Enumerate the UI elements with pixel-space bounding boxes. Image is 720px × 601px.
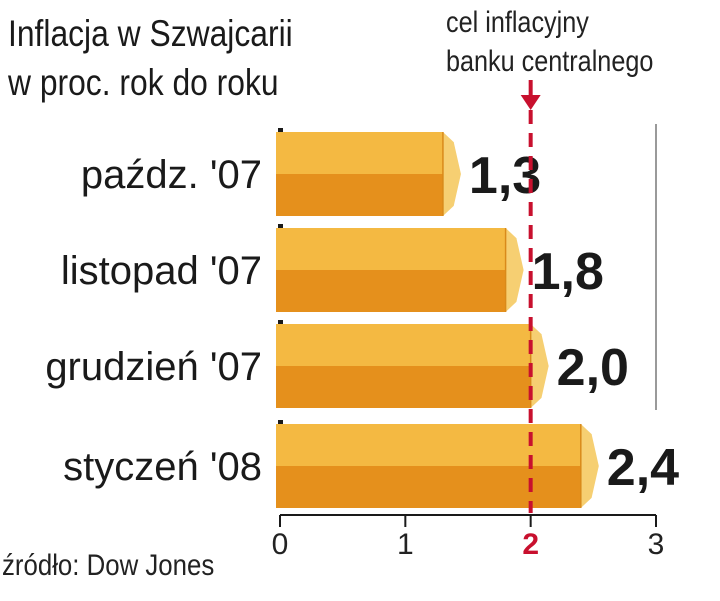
bar-lower-face	[276, 174, 443, 216]
target-note-line-2: banku centralnego	[446, 45, 654, 78]
bar-end-cap	[580, 424, 599, 508]
x-tick-label: 3	[648, 528, 665, 561]
bar-upper-face	[276, 228, 506, 270]
x-tick-label: 1	[397, 528, 414, 561]
bar-lower-face	[276, 270, 506, 312]
bar-lower-face	[276, 366, 531, 408]
category-label: listopad '07	[61, 249, 262, 293]
bar-end-cap	[530, 324, 549, 408]
x-tick-label: 0	[272, 528, 289, 561]
value-label: 1,8	[532, 243, 604, 301]
bar-upper-face	[276, 424, 581, 466]
category-label: paźdz. '07	[81, 153, 262, 197]
bar-upper-face	[276, 324, 531, 366]
value-label: 2,0	[557, 339, 629, 397]
bar-end-cap	[505, 228, 524, 312]
category-label: grudzień '07	[45, 345, 262, 389]
x-tick-label: 2	[522, 528, 539, 561]
value-label: 1,3	[469, 147, 541, 205]
chart-title-line-1: Inflacja w Szwajcarii	[8, 13, 293, 54]
value-label: 2,4	[607, 439, 679, 497]
bar-upper-face	[276, 132, 443, 174]
bar-end-cap	[442, 132, 461, 216]
category-label: styczeń '08	[63, 445, 262, 489]
target-note-line-1: cel inflacyjny	[446, 6, 589, 39]
source-note: źródło: Dow Jones	[2, 549, 215, 582]
bar-lower-face	[276, 466, 581, 508]
target-arrow-head	[520, 95, 541, 110]
chart-title-line-2: w proc. rok do roku	[8, 62, 279, 103]
